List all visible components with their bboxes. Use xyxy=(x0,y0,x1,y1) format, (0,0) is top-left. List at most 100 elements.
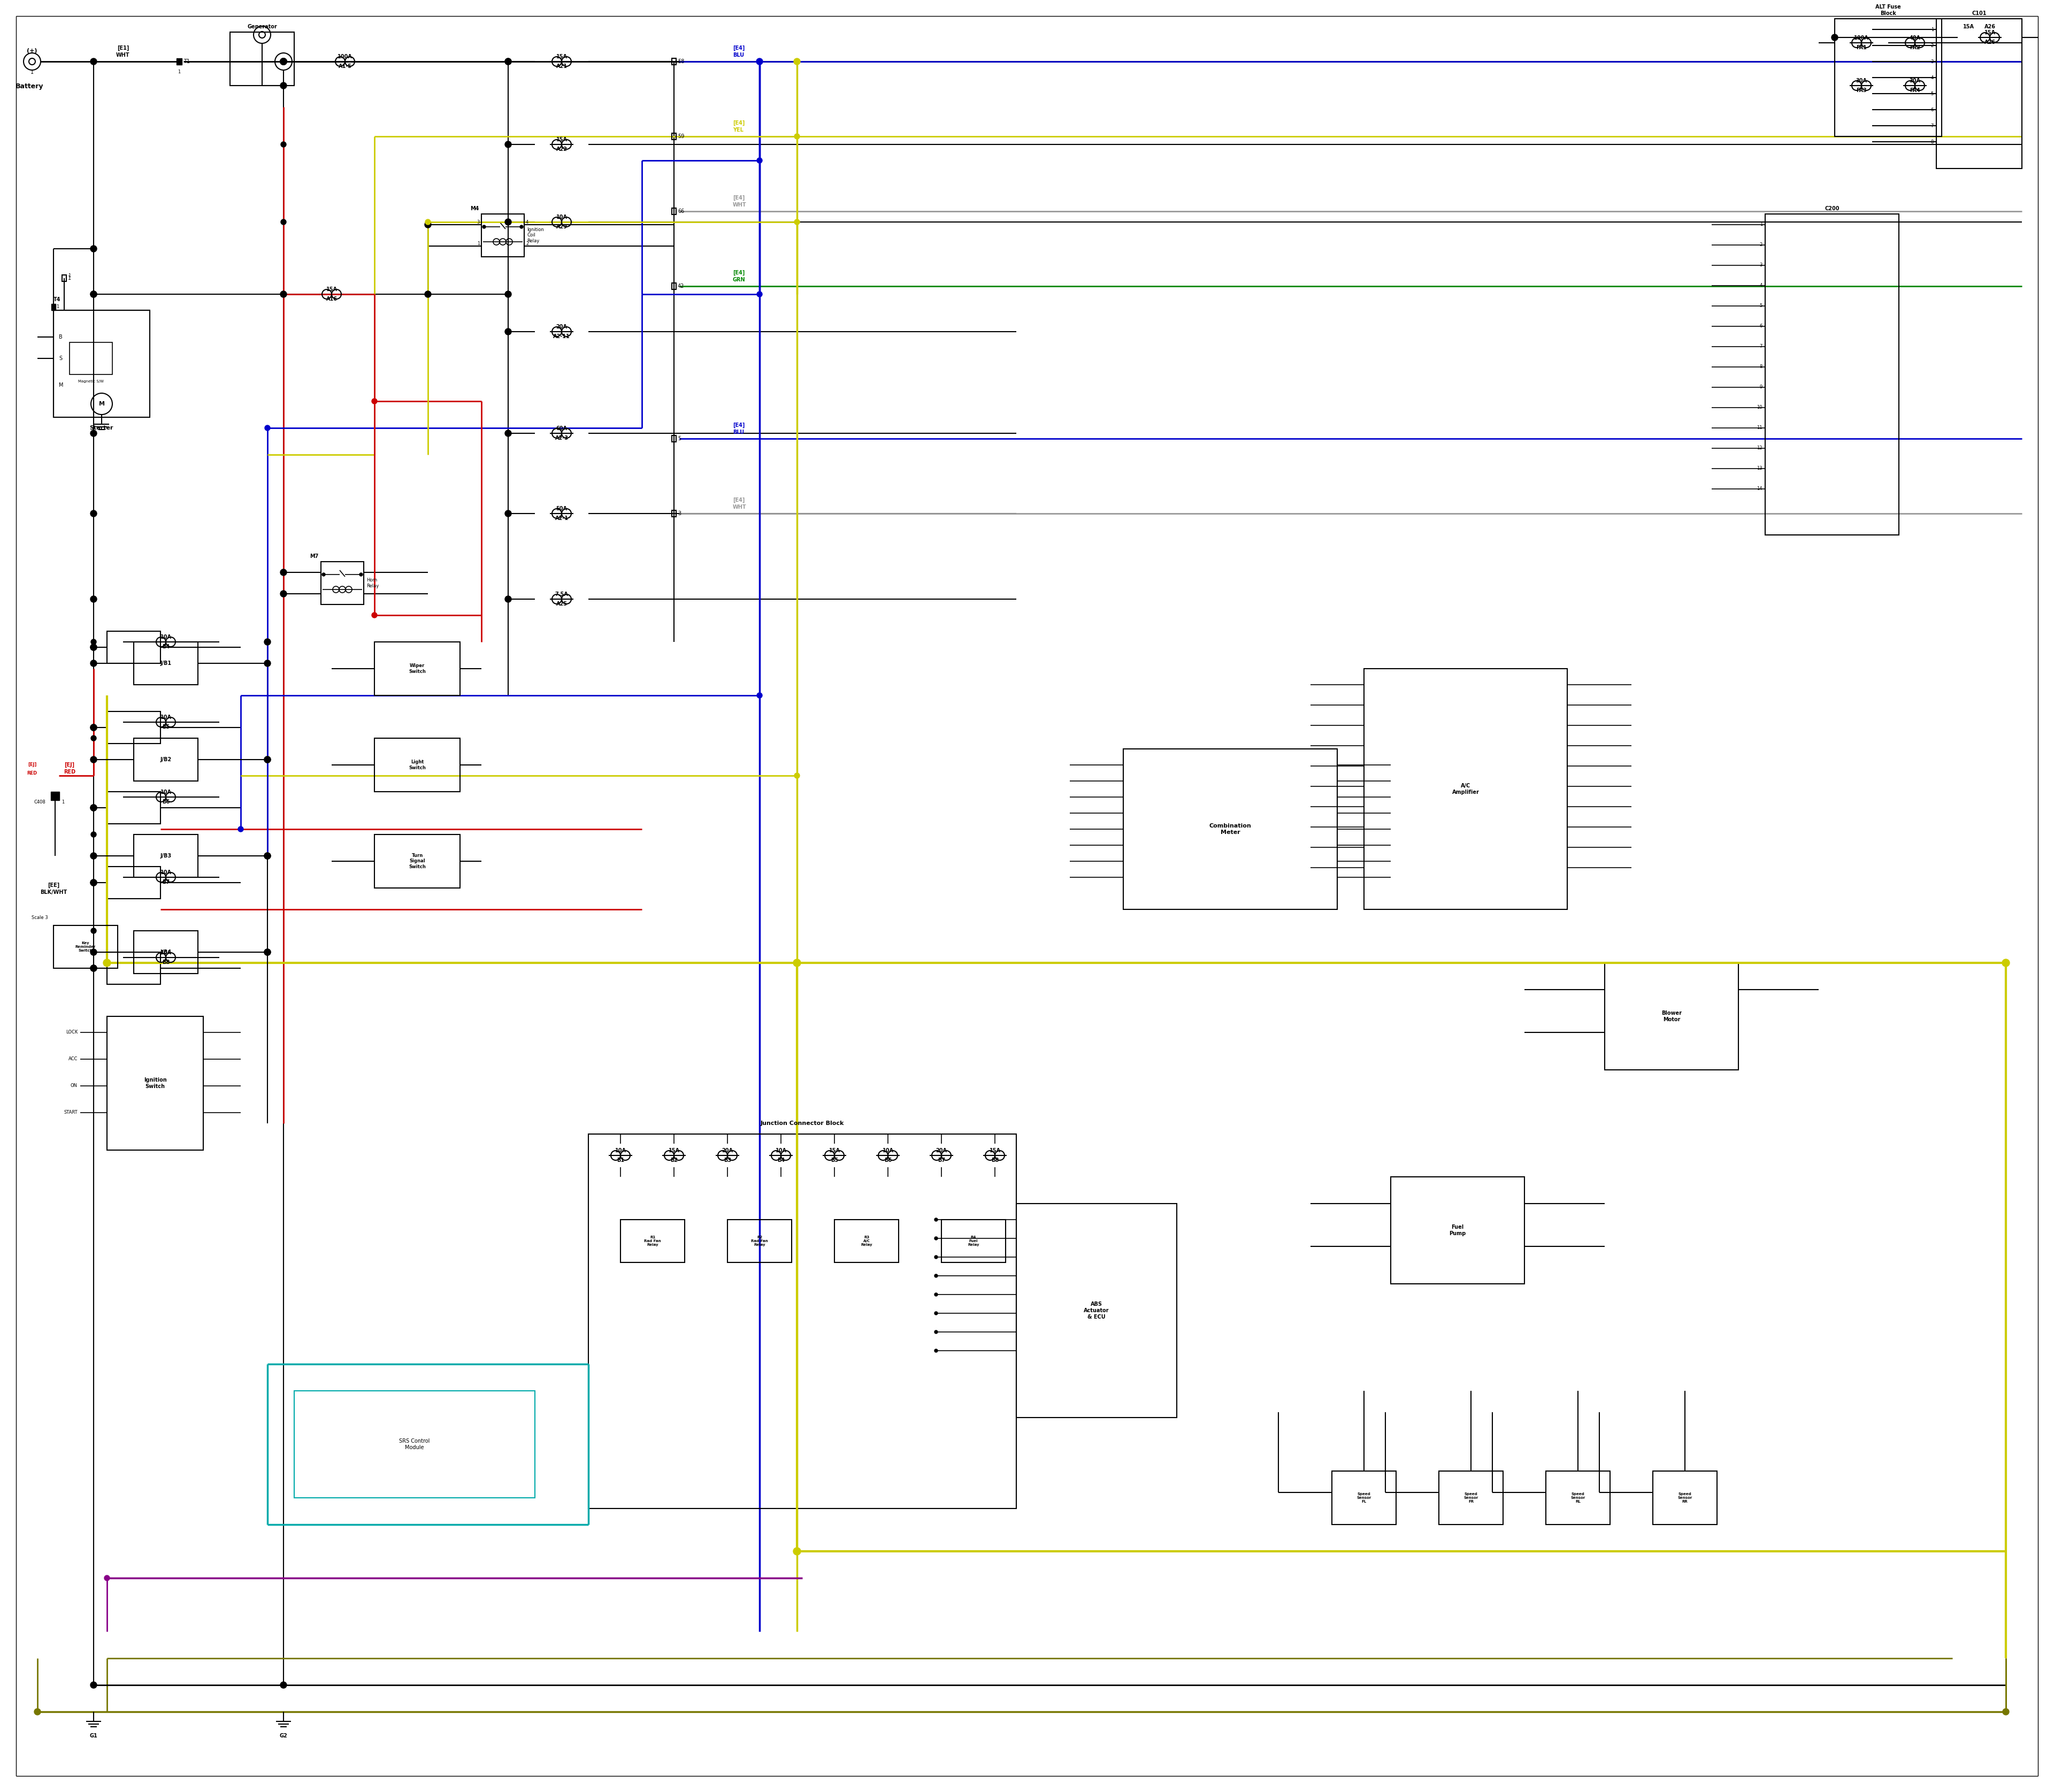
Text: [E4]: [E4] xyxy=(733,120,746,125)
Text: 1: 1 xyxy=(477,240,481,246)
Circle shape xyxy=(90,290,97,297)
Text: 15A: 15A xyxy=(990,1149,1000,1154)
Text: [EJ]: [EJ] xyxy=(27,763,37,767)
Text: 15A: 15A xyxy=(557,54,567,59)
Text: 1: 1 xyxy=(68,272,70,278)
Text: A2-1: A2-1 xyxy=(555,516,569,521)
Circle shape xyxy=(281,219,286,224)
Text: B7: B7 xyxy=(162,880,170,885)
Text: ABS
Actuator
& ECU: ABS Actuator & ECU xyxy=(1085,1301,1109,1319)
Circle shape xyxy=(90,950,97,955)
Text: G2: G2 xyxy=(279,1733,288,1738)
Bar xyxy=(294,1391,534,1498)
Text: 5: 5 xyxy=(1931,91,1933,97)
Text: A16: A16 xyxy=(327,296,337,301)
Text: 7.5A: 7.5A xyxy=(555,591,569,597)
Circle shape xyxy=(90,643,97,650)
Text: FA1: FA1 xyxy=(1857,45,1867,50)
Text: 15A: 15A xyxy=(668,1149,680,1154)
Text: R3
A/C
Relay: R3 A/C Relay xyxy=(861,1236,873,1247)
Circle shape xyxy=(372,613,378,618)
Circle shape xyxy=(795,134,799,140)
Bar xyxy=(134,835,197,878)
Text: ALT Fuse
Block: ALT Fuse Block xyxy=(1875,5,1900,16)
Text: 15A: 15A xyxy=(1984,30,1994,36)
Text: 100A: 100A xyxy=(337,54,353,59)
Circle shape xyxy=(505,597,511,602)
Text: 5: 5 xyxy=(1760,303,1762,308)
Text: 4: 4 xyxy=(1931,75,1933,81)
Text: J/B4: J/B4 xyxy=(160,950,170,955)
Text: B5: B5 xyxy=(830,1158,838,1163)
Text: Magnetic S/W: Magnetic S/W xyxy=(78,380,105,383)
Circle shape xyxy=(90,756,97,763)
Text: BLU: BLU xyxy=(733,52,744,57)
Text: 10A: 10A xyxy=(614,1149,626,1154)
Circle shape xyxy=(2003,959,2009,966)
Text: R4
Fuel
Relay: R4 Fuel Relay xyxy=(967,1236,980,1247)
Text: ACC: ACC xyxy=(68,1057,78,1061)
Text: Fuel
Pump: Fuel Pump xyxy=(1450,1224,1467,1236)
Text: 10A: 10A xyxy=(557,215,567,220)
Text: 50A: 50A xyxy=(557,505,567,511)
Circle shape xyxy=(90,966,97,971)
Text: 3: 3 xyxy=(1931,59,1933,65)
Text: A2-3: A2-3 xyxy=(555,435,569,441)
Bar xyxy=(107,952,160,984)
Circle shape xyxy=(103,959,111,966)
Text: 59: 59 xyxy=(678,134,684,140)
Text: A26: A26 xyxy=(1984,39,1994,45)
Circle shape xyxy=(90,597,97,602)
Circle shape xyxy=(35,1708,41,1715)
Text: M7: M7 xyxy=(310,554,318,559)
Text: 10A: 10A xyxy=(160,790,170,796)
Circle shape xyxy=(279,290,288,297)
Text: 15A: 15A xyxy=(1964,23,1974,29)
Bar xyxy=(1547,1471,1610,1525)
Bar xyxy=(107,1016,203,1150)
Text: 7: 7 xyxy=(1931,124,1933,127)
Bar xyxy=(1604,962,1738,1070)
Text: [EJ]: [EJ] xyxy=(64,762,74,767)
Text: 10A: 10A xyxy=(160,869,170,874)
Text: WHT: WHT xyxy=(117,52,129,57)
Circle shape xyxy=(90,290,97,297)
Text: T1: T1 xyxy=(183,59,189,65)
Circle shape xyxy=(505,430,511,437)
Circle shape xyxy=(483,226,485,228)
Bar xyxy=(374,642,460,695)
Bar xyxy=(672,133,676,140)
Circle shape xyxy=(935,1236,939,1240)
Text: M: M xyxy=(99,401,105,407)
Text: B7: B7 xyxy=(937,1158,945,1163)
Text: 58: 58 xyxy=(678,59,684,65)
Text: FA3: FA3 xyxy=(1857,88,1867,93)
Text: 1: 1 xyxy=(55,305,60,310)
Bar xyxy=(727,1220,791,1262)
Circle shape xyxy=(105,1575,109,1581)
Text: WHT: WHT xyxy=(733,504,746,509)
Text: 2: 2 xyxy=(1931,43,1933,48)
Circle shape xyxy=(90,511,97,516)
Bar xyxy=(941,1220,1006,1262)
Circle shape xyxy=(935,1330,939,1333)
Text: B6: B6 xyxy=(883,1158,891,1163)
Text: Speed
Sensor
RR: Speed Sensor RR xyxy=(1678,1493,1692,1503)
Text: Battery: Battery xyxy=(14,82,43,90)
Text: RED: RED xyxy=(27,771,37,776)
Bar xyxy=(481,213,524,256)
Circle shape xyxy=(425,290,431,297)
Text: A22: A22 xyxy=(557,147,567,152)
Bar xyxy=(672,208,676,215)
Circle shape xyxy=(279,570,288,575)
Text: 9: 9 xyxy=(1760,385,1762,389)
Bar xyxy=(70,342,113,375)
Bar xyxy=(53,310,150,418)
Bar xyxy=(1764,213,1898,536)
Bar xyxy=(134,738,197,781)
Text: 20A: 20A xyxy=(721,1149,733,1154)
Text: [E4]: [E4] xyxy=(733,195,746,201)
Bar xyxy=(1364,668,1567,909)
Text: A1-5: A1-5 xyxy=(339,65,351,70)
Text: 1: 1 xyxy=(62,799,64,805)
